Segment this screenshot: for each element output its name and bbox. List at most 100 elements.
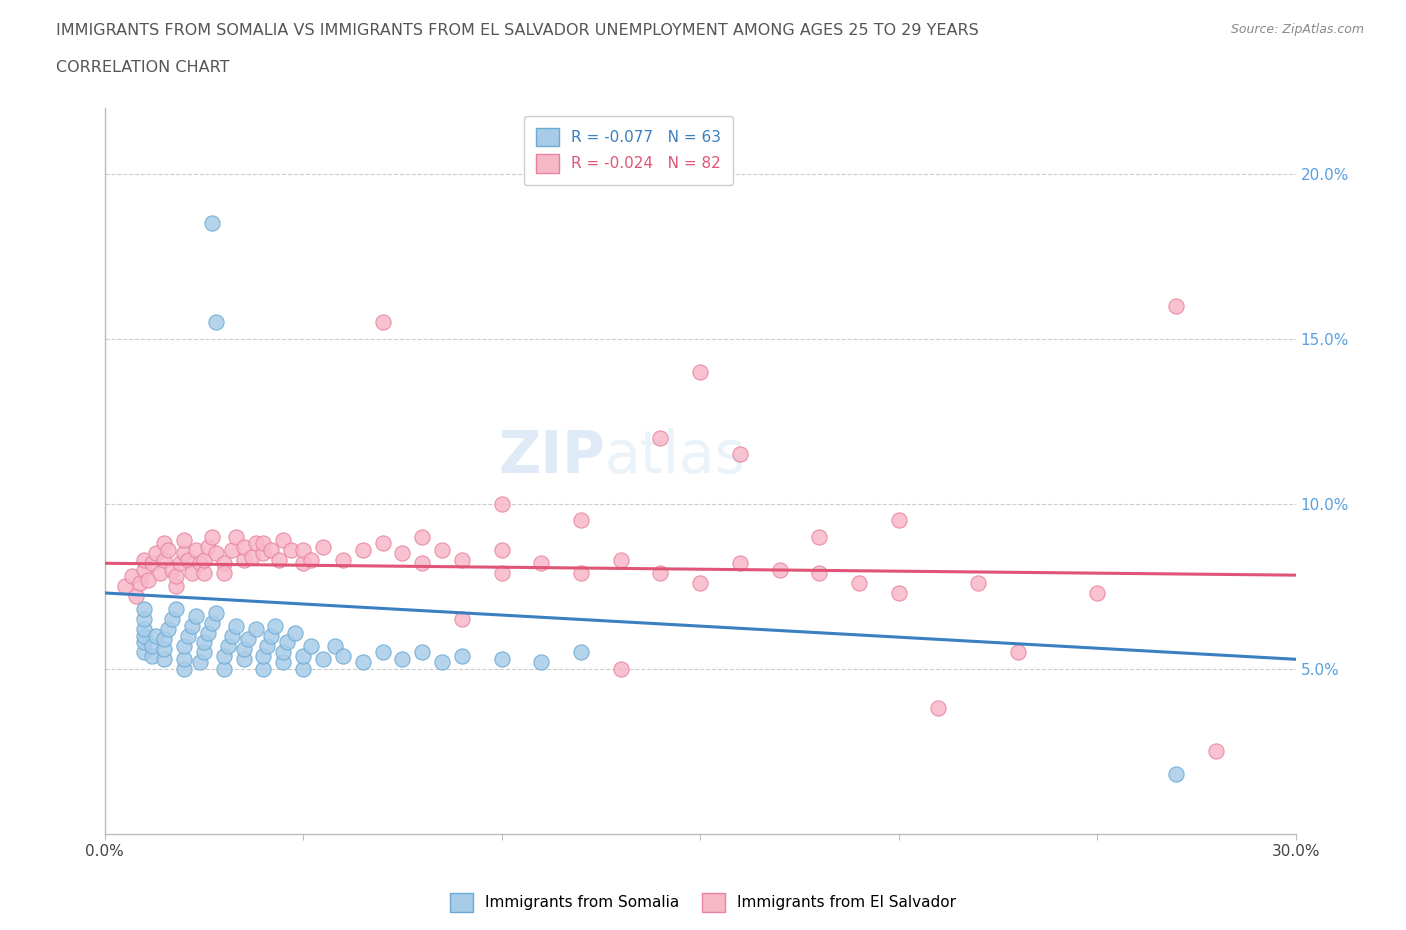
Point — [411, 556, 433, 571]
Point — [173, 638, 195, 653]
Point — [157, 542, 180, 557]
Point — [768, 563, 790, 578]
Point — [292, 556, 315, 571]
Point — [609, 552, 631, 567]
Point — [292, 542, 315, 557]
Point — [323, 638, 346, 653]
Point — [173, 533, 195, 548]
Point — [689, 365, 711, 379]
Point — [887, 586, 910, 601]
Point — [193, 565, 215, 580]
Point — [212, 565, 235, 580]
Point — [188, 655, 211, 670]
Point — [181, 618, 204, 633]
Point — [491, 542, 513, 557]
Point — [252, 648, 274, 663]
Point — [134, 629, 156, 644]
Point — [245, 622, 267, 637]
Point — [312, 652, 335, 667]
Point — [221, 629, 243, 644]
Point — [145, 629, 167, 644]
Point — [212, 648, 235, 663]
Legend: R = -0.077   N = 63, R = -0.024   N = 82: R = -0.077 N = 63, R = -0.024 N = 82 — [524, 115, 734, 185]
Text: ZIP: ZIP — [498, 428, 605, 485]
Point — [157, 622, 180, 637]
Point — [411, 529, 433, 544]
Point — [149, 565, 172, 580]
Point — [212, 661, 235, 676]
Point — [201, 216, 224, 231]
Point — [245, 536, 267, 551]
Point — [299, 638, 322, 653]
Point — [197, 625, 219, 640]
Point — [530, 655, 553, 670]
Point — [491, 497, 513, 512]
Point — [728, 447, 751, 462]
Point — [1166, 767, 1188, 782]
Point — [173, 661, 195, 676]
Point — [201, 529, 224, 544]
Point — [153, 536, 176, 551]
Point — [114, 578, 136, 593]
Point — [197, 539, 219, 554]
Point — [201, 616, 224, 631]
Point — [808, 529, 831, 544]
Point — [292, 661, 315, 676]
Text: CORRELATION CHART: CORRELATION CHART — [56, 60, 229, 75]
Point — [145, 546, 167, 561]
Legend: Immigrants from Somalia, Immigrants from El Salvador: Immigrants from Somalia, Immigrants from… — [444, 887, 962, 918]
Point — [232, 552, 254, 567]
Point — [160, 612, 183, 627]
Point — [569, 513, 592, 528]
Point — [134, 635, 156, 650]
Text: atlas: atlas — [605, 428, 745, 485]
Point — [491, 652, 513, 667]
Point — [205, 605, 228, 620]
Point — [165, 569, 187, 584]
Point — [451, 648, 474, 663]
Point — [134, 552, 156, 567]
Point — [299, 552, 322, 567]
Point — [232, 642, 254, 657]
Point — [252, 661, 274, 676]
Point — [129, 576, 152, 591]
Point — [184, 608, 207, 623]
Point — [1085, 586, 1108, 601]
Point — [232, 652, 254, 667]
Point — [284, 625, 307, 640]
Point — [221, 542, 243, 557]
Point — [371, 644, 394, 659]
Point — [491, 565, 513, 580]
Point — [193, 552, 215, 567]
Point — [927, 701, 949, 716]
Point — [1007, 644, 1029, 659]
Point — [225, 618, 247, 633]
Point — [252, 546, 274, 561]
Point — [141, 638, 163, 653]
Point — [153, 642, 176, 657]
Point — [177, 629, 200, 644]
Point — [1166, 299, 1188, 313]
Point — [173, 546, 195, 561]
Text: IMMIGRANTS FROM SOMALIA VS IMMIGRANTS FROM EL SALVADOR UNEMPLOYMENT AMONG AGES 2: IMMIGRANTS FROM SOMALIA VS IMMIGRANTS FR… — [56, 23, 979, 38]
Point — [153, 631, 176, 646]
Point — [569, 565, 592, 580]
Point — [225, 529, 247, 544]
Point — [236, 631, 259, 646]
Point — [256, 638, 278, 653]
Point — [205, 315, 228, 330]
Point — [134, 612, 156, 627]
Point — [125, 589, 148, 604]
Point — [264, 618, 287, 633]
Point — [193, 635, 215, 650]
Point — [205, 546, 228, 561]
Point — [121, 569, 143, 584]
Point — [451, 552, 474, 567]
Point — [184, 542, 207, 557]
Point — [530, 556, 553, 571]
Point — [165, 602, 187, 617]
Point — [273, 533, 295, 548]
Point — [352, 542, 374, 557]
Point — [134, 644, 156, 659]
Point — [260, 542, 283, 557]
